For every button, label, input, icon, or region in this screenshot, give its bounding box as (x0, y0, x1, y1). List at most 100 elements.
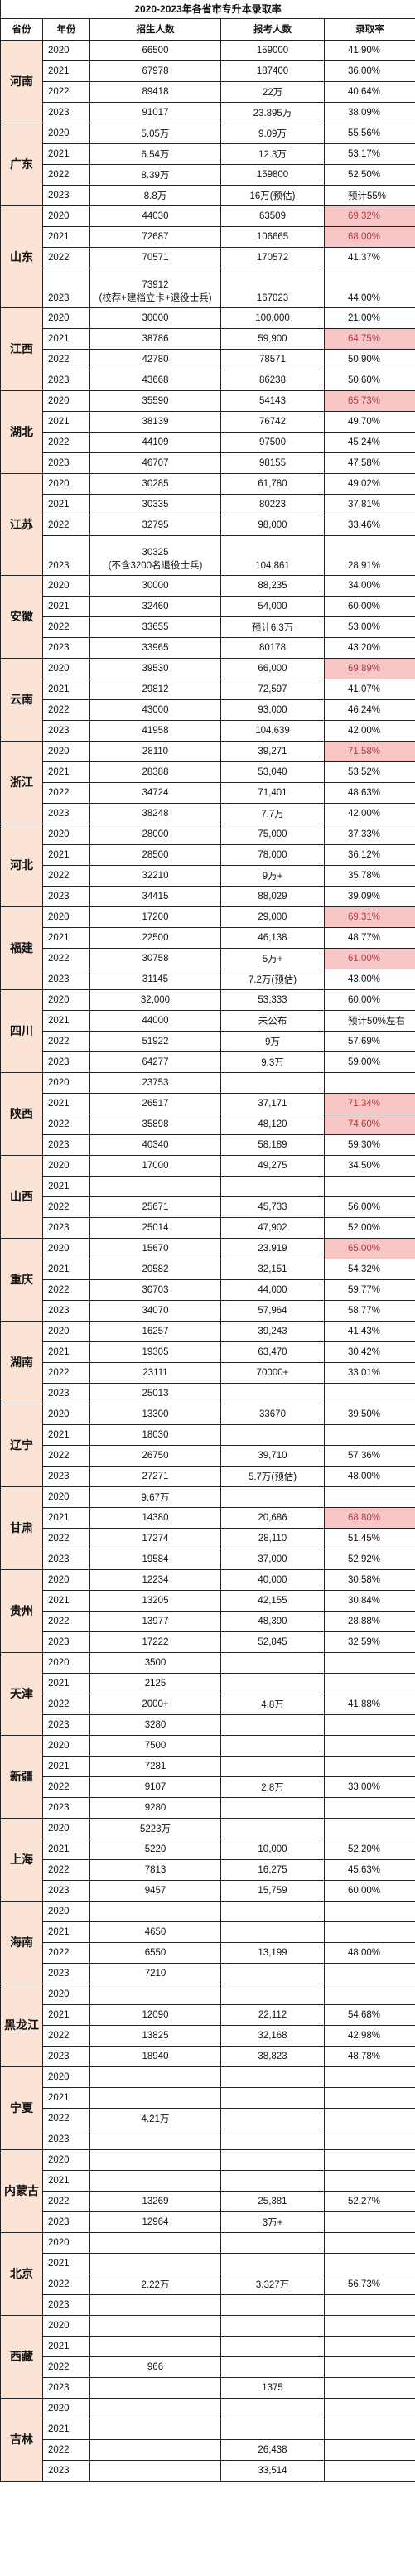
rate-cell (323, 2418, 415, 2440)
applicants-cell: 3万+ (220, 2211, 325, 2233)
province-cell: 贵州 (0, 1568, 43, 1653)
year-cell: 2022 (42, 514, 90, 536)
table-row: 2023 (1, 2293, 415, 2316)
table-row: 2022 33655 预计6.3万 53.00% (1, 616, 415, 638)
province-cell: 黑龙江 (0, 1983, 43, 2067)
table-row: 2023 38248 7.7万 42.00% (1, 802, 415, 824)
province-cell: 辽宁 (0, 1403, 43, 1487)
rate-cell: 预计50%左右 (323, 1009, 415, 1032)
year-cell: 2020 (42, 307, 90, 329)
year-cell: 2021 (42, 410, 90, 433)
applicants-cell (220, 1071, 325, 1094)
table-row: 2023 19584 37,000 52.92% (1, 1548, 415, 1570)
applicants-cell: 98155 (220, 452, 325, 474)
year-cell: 2021 (42, 1672, 90, 1694)
rate-cell (323, 2376, 415, 2399)
enroll-cell: 9.67万 (89, 1486, 221, 1508)
enroll-cell: 7813 (89, 1858, 221, 1881)
table-row: 2023 9457 15,759 60.00% (1, 1879, 415, 1902)
enroll-cell: 28000 (89, 823, 221, 845)
table-row: 广东 2020 5.05万 9.09万 55.56% (0, 122, 415, 206)
year-cell: 2021 (42, 1341, 90, 1363)
year-cell: 2021 (42, 2418, 90, 2440)
year-cell: 2020 (42, 1237, 90, 1259)
rate-cell: 42.98% (323, 2024, 415, 2047)
year-cell: 2022 (42, 616, 90, 638)
enroll-cell: 8.39万 (89, 163, 221, 186)
rate-cell: 43.00% (323, 968, 415, 990)
rate-cell: 52.20% (323, 1838, 415, 1860)
applicants-cell: 47,902 (220, 1216, 325, 1239)
rate-cell: 44.00% (323, 267, 415, 308)
rate-cell: 30.42% (323, 1341, 415, 1363)
enroll-cell: 13269 (89, 2190, 221, 2212)
year-cell: 2020 (42, 2066, 90, 2088)
province-cell: 江苏 (0, 472, 43, 576)
applicants-cell: 32,151 (220, 1258, 325, 1280)
applicants-cell: 39,243 (220, 1320, 325, 1342)
table-row: 2023 31145 7.2万(预估) 43.00% (1, 968, 415, 990)
title-row: 2020-2023年各省市专升本录取率 (0, 0, 415, 19)
enroll-cell (89, 2128, 221, 2150)
rate-cell: 48.77% (323, 926, 415, 949)
enroll-cell (89, 2148, 221, 2171)
year-cell: 2022 (42, 1361, 90, 1384)
applicants-cell: 4.8万 (220, 1693, 325, 1715)
table-row: 四川 2020 32,000 53,333 60.00% (0, 988, 415, 1073)
enroll-cell: 41958 (89, 719, 221, 742)
applicants-cell: 22万 (220, 80, 325, 103)
rate-cell (323, 1796, 415, 1819)
table-row: 西藏 2020 (0, 2314, 415, 2399)
year-cell: 2021 (42, 1009, 90, 1032)
enroll-cell (89, 2169, 221, 2192)
table-row: 2023 25013 (1, 1382, 415, 1404)
year-cell: 2022 (42, 1196, 90, 1218)
applicants-cell (220, 2086, 325, 2109)
province-cell: 河北 (0, 823, 43, 907)
enroll-cell (89, 2086, 221, 2109)
enroll-cell: 91017 (89, 101, 221, 123)
rate-cell: 71.58% (323, 740, 415, 762)
enroll-cell: 16257 (89, 1320, 221, 1342)
year-cell: 2020 (42, 39, 90, 61)
enroll-cell: 28388 (89, 761, 221, 783)
applicants-cell: 12.3万 (220, 143, 325, 165)
year-cell: 2021 (42, 1589, 90, 1612)
applicants-cell (220, 2231, 325, 2254)
applicants-cell (220, 2169, 325, 2192)
year-cell: 2023 (42, 885, 90, 907)
table-row: 2021 13205 42,155 30.84% (1, 1589, 415, 1612)
rate-cell: 41.07% (323, 678, 415, 700)
table-row: 2022 26,438 (1, 2438, 415, 2461)
rate-cell (323, 2086, 415, 2109)
enroll-note: (校荐+建档立卡+退役士兵) (99, 292, 212, 303)
header-year: 年份 (42, 17, 90, 41)
table-row: 2022 9107 2.8万 33.00% (1, 1776, 415, 1798)
rate-cell (323, 1071, 415, 1094)
table-row: 2021 44000 未公布 预计50%左右 (1, 1009, 415, 1032)
rate-cell (323, 2252, 415, 2274)
table-row: 2022 44109 97500 45.24% (1, 431, 415, 453)
year-cell: 2023 (42, 802, 90, 824)
applicants-cell: 48,120 (220, 1113, 325, 1135)
rate-cell: 39.09% (323, 885, 415, 907)
province-cell: 西藏 (0, 2314, 43, 2399)
rate-cell (323, 2231, 415, 2254)
table-row: 2021 (1, 2169, 415, 2192)
applicants-cell (220, 1900, 325, 1922)
rate-cell: 43.20% (323, 636, 415, 659)
rate-cell: 53.17% (323, 143, 415, 165)
enroll-cell: 46707 (89, 452, 221, 474)
enroll-cell: 7210 (89, 1962, 221, 1984)
enroll-cell: 26517 (89, 1092, 221, 1114)
rate-cell: 49.02% (323, 472, 415, 495)
enroll-cell: 2125 (89, 1672, 221, 1694)
table-row: 2022 43000 93,000 46.24% (1, 698, 415, 721)
table-row: 2023 33965 80178 43.20% (1, 636, 415, 659)
enroll-cell: 32210 (89, 864, 221, 887)
rate-cell: 48.00% (323, 1465, 415, 1487)
table-row: 2023 8.8万 16万(预估) 预计55% (1, 184, 415, 206)
table-row: 2023 1375 (1, 2376, 415, 2399)
applicants-cell (220, 1796, 325, 1819)
year-cell: 2022 (42, 2107, 90, 2129)
